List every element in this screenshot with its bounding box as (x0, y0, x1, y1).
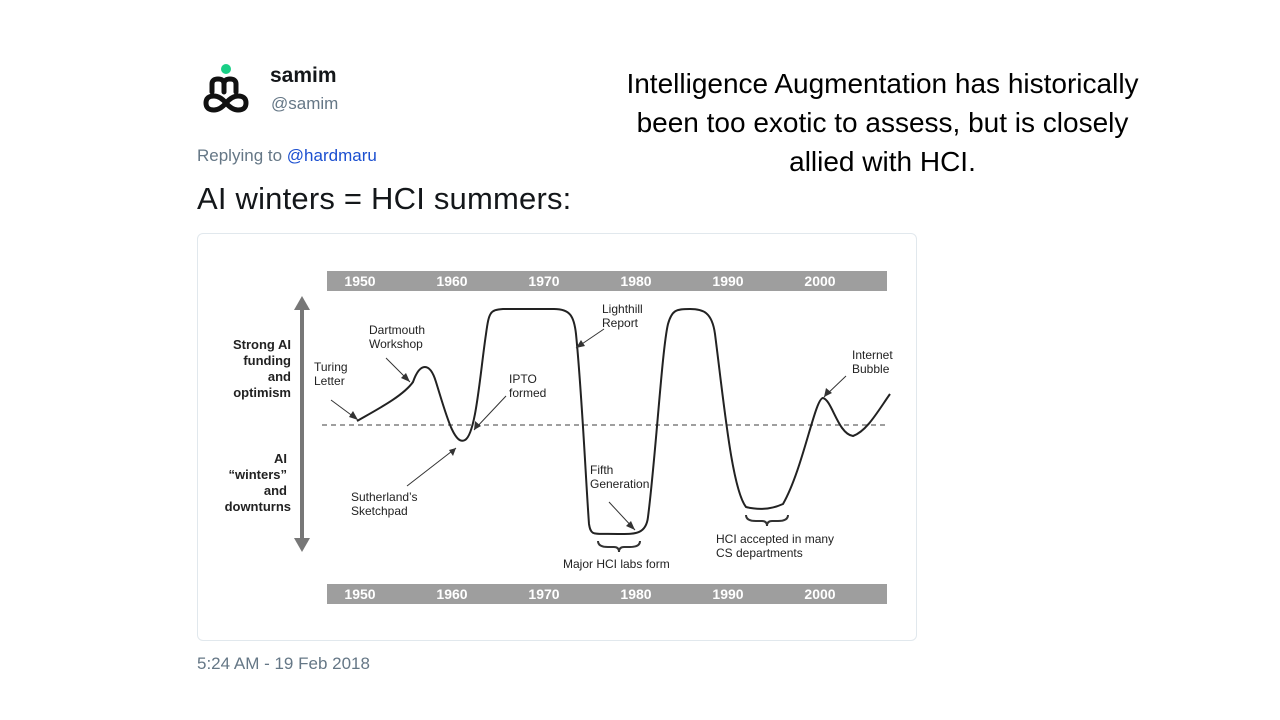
reply-context: Replying to @hardmaru (197, 146, 377, 166)
annotation-fifth: Fifth (590, 463, 613, 477)
ai-winters-figure: 1950 1960 1970 1980 1990 2000 1950 1960 … (198, 234, 916, 640)
y-top-label: Strong AI (233, 337, 291, 352)
decade-label: 2000 (804, 273, 835, 289)
y-bottom-label: AI (274, 451, 287, 466)
decade-label: 1980 (620, 273, 651, 289)
arrow-down-icon (294, 538, 310, 552)
decade-band-top (327, 271, 887, 291)
annotation-turing: Letter (314, 374, 345, 388)
annotation-dartmouth: Dartmouth (369, 323, 425, 337)
side-note-line: been too exotic to assess, but is closel… (590, 103, 1175, 142)
brace-hci-cs (746, 515, 788, 526)
annotation-internet: Internet (852, 348, 893, 362)
decade-band-bottom (327, 584, 887, 604)
y-top-label: and (268, 369, 291, 384)
funding-curve (357, 309, 890, 534)
decade-label: 1980 (620, 586, 651, 602)
decade-label: 2000 (804, 586, 835, 602)
arrow-up-icon (294, 296, 310, 310)
decade-label: 1960 (436, 273, 467, 289)
y-bottom-label: “winters” (228, 467, 287, 482)
y-top-label: funding (243, 353, 291, 368)
side-note-line: Intelligence Augmentation has historical… (590, 64, 1175, 103)
y-top-label: optimism (233, 385, 291, 400)
decade-label: 1950 (344, 586, 375, 602)
annotation-dartmouth: Workshop (369, 337, 423, 351)
annotation-hci-cs: HCI accepted in many (716, 532, 834, 546)
brace-hci-labs (598, 541, 640, 552)
y-bottom-label: and (264, 483, 287, 498)
tweet-timestamp-link[interactable]: 5:24 AM - 19 Feb 2018 (197, 654, 370, 674)
decade-label: 1950 (344, 273, 375, 289)
avatar-dot-icon (221, 64, 231, 74)
avatar-infinity-icon (206, 96, 246, 110)
annotation-lighthill: Report (602, 316, 639, 330)
y-bottom-label: downturns (225, 499, 291, 514)
annotation-ipto: formed (509, 386, 546, 400)
side-note-line: allied with HCI. (590, 142, 1175, 181)
decade-label: 1970 (528, 273, 559, 289)
decade-label: 1970 (528, 586, 559, 602)
decade-label: 1990 (712, 586, 743, 602)
annotation-internet: Bubble (852, 362, 890, 376)
annotation-lighthill: Lighthill (602, 302, 643, 316)
annotation-ipto: IPTO (509, 372, 537, 386)
tweet-media-image[interactable]: 1950 1960 1970 1980 1990 2000 1950 1960 … (197, 233, 917, 641)
avatar-m-icon (212, 79, 236, 92)
decade-label: 1960 (436, 586, 467, 602)
author-name[interactable]: samim (270, 64, 337, 88)
annotation-hci-cs: CS departments (716, 546, 803, 560)
side-note: Intelligence Augmentation has historical… (590, 64, 1175, 181)
annotation-hci-labs: Major HCI labs form (563, 557, 670, 571)
avatar[interactable] (202, 62, 252, 114)
author-handle[interactable]: @samim (271, 94, 338, 114)
annotation-sutherland: Sketchpad (351, 504, 408, 518)
reply-prefix: Replying to (197, 146, 282, 165)
tweet-text: AI winters = HCI summers: (197, 181, 572, 217)
annotation-turing: Turing (314, 360, 348, 374)
decade-label: 1990 (712, 273, 743, 289)
annotation-sutherland: Sutherland’s (351, 490, 418, 504)
annotation-fifth: Generation (590, 477, 649, 491)
reply-mention-link[interactable]: @hardmaru (287, 146, 377, 165)
